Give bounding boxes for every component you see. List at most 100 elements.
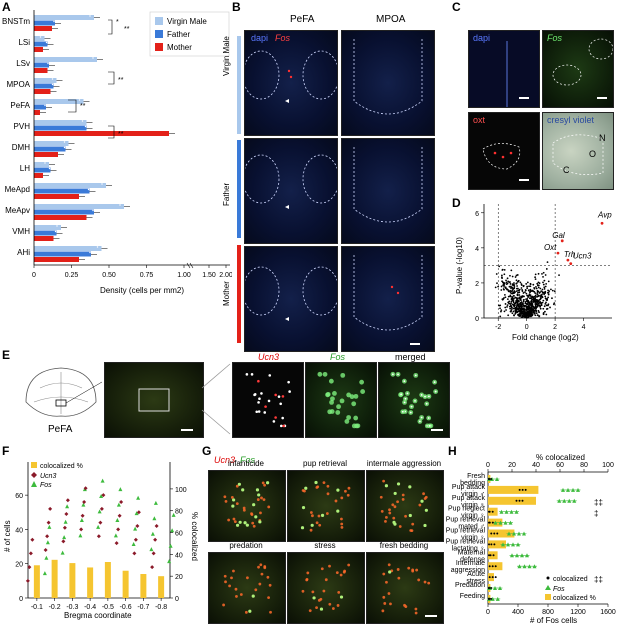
- panel-label-h: H: [448, 444, 457, 458]
- ucn3-point: [132, 551, 137, 556]
- fos-point: [97, 509, 102, 514]
- bar-PVH-mother: [34, 131, 169, 136]
- panel-h-bottom-tick: 800: [542, 609, 554, 616]
- bar-BNSTm-virgin-male: [34, 15, 94, 20]
- region-o-label: O: [589, 149, 597, 159]
- panel-f-xtick: -0.4: [84, 604, 96, 611]
- panel-f-chart: -0.1 -0.2 -0.3 -0.4 -0.5 -0.6 -0.7 -0.8 0 20 40 60 0…: [3, 462, 199, 620]
- panel-h-fos-point: [517, 531, 521, 536]
- bar-PeFA-father: [34, 104, 46, 110]
- panel-h-bottom-tick: 1600: [600, 609, 616, 616]
- bar-MeApd-mother: [34, 194, 79, 199]
- panel-label-e: E: [2, 348, 11, 362]
- panel-h-fos-point: [517, 564, 522, 569]
- stain-fos-label: Fos: [275, 33, 291, 43]
- fos-point: [63, 519, 68, 524]
- panel-h-fos-point: [515, 553, 519, 558]
- fos-point: [78, 533, 83, 538]
- panel-f-legend-coloc: colocalized %: [40, 463, 83, 470]
- panel-h-pct-bar: [488, 540, 506, 549]
- panel-label-c: C: [452, 0, 461, 14]
- ucn3-point: [99, 506, 104, 511]
- fos-point: [150, 531, 155, 536]
- bar-LH-father: [34, 167, 51, 173]
- ucn3-point: [64, 512, 69, 516]
- fos-point: [115, 518, 120, 522]
- fos-point: [60, 550, 65, 555]
- panel-h-sig-3: ‡‡: [594, 575, 603, 584]
- panel-h-fos-point: [571, 487, 575, 492]
- bar-MeApd-virgin-male: [34, 183, 106, 188]
- panel-g-condition-label: infanticide: [227, 459, 265, 468]
- fos-point: [113, 533, 118, 538]
- panel-h-coloc-point: [488, 587, 490, 589]
- bar-DMH-father: [34, 146, 66, 152]
- bar-LSv-father: [34, 62, 49, 68]
- ucn3-point: [133, 537, 138, 542]
- panel-h-fos-point: [511, 542, 515, 547]
- ucn3-point: [46, 520, 51, 525]
- panel-h-legend-pct: colocalized %: [553, 595, 596, 602]
- panel-a-tick: 0.75: [140, 272, 154, 279]
- panel-h-condition-sub: mated ♂: [458, 524, 485, 531]
- panel-h-fos-point: [506, 542, 510, 547]
- gene-point-ucn3: [569, 262, 573, 266]
- gene-label-gal: Gal: [552, 231, 565, 240]
- panel-h-condition: Pup retrieval: [446, 528, 486, 535]
- bar-PeFA-mother: [34, 110, 40, 115]
- panel-h-coloc-point: [491, 576, 494, 579]
- panel-h-fos-point: [504, 509, 509, 514]
- legend-mother: Mother: [167, 43, 192, 52]
- panel-h-fos-point: [499, 509, 504, 514]
- panel-h-condition-sub: virgin ♂: [461, 491, 485, 498]
- gene-point-gal: [560, 239, 564, 243]
- panel-h-coloc-point: [488, 597, 490, 600]
- panel-h-fos-point: [520, 553, 524, 558]
- panel-label-f: F: [2, 444, 10, 458]
- micrograph-c-fos: Fos: [542, 30, 614, 108]
- panel-h-coloc-point: [488, 565, 491, 568]
- panel-h-top-tick: 20: [508, 462, 516, 469]
- bar-VMH-father: [34, 230, 57, 236]
- fos-point: [116, 502, 121, 507]
- panel-f-xtick: -0.7: [137, 604, 149, 611]
- panel-h-bottom-tick: 400: [512, 609, 524, 616]
- bar-BNSTm-father: [34, 20, 55, 26]
- bar-MeApv-virgin-male: [34, 204, 124, 209]
- panel-h-condition-sub: bedding: [460, 480, 485, 487]
- panel-h-sig-1: ‡‡: [594, 498, 603, 507]
- region-label: MeApv: [5, 206, 30, 215]
- sig-bnstm-2: **: [124, 26, 130, 33]
- bar-MeApv-mother: [34, 215, 87, 220]
- panel-d-xtick: 0: [525, 324, 529, 331]
- panel-f-ytick-left: 40: [15, 527, 23, 534]
- bar-BNSTm-mother: [34, 26, 52, 31]
- ucn3-point: [114, 541, 119, 546]
- micrograph-g-infanticide: [208, 470, 286, 542]
- panel-g-ucn3-label: Ucn3: [214, 455, 236, 465]
- ucn3-point: [101, 493, 106, 498]
- coloc-bar: [104, 562, 111, 598]
- gene-label-ucn3: Ucn3: [573, 252, 592, 261]
- fos-point: [79, 518, 84, 522]
- fos-point: [167, 559, 172, 564]
- panel-a-tick: 0.25: [65, 272, 79, 279]
- panel-h-coloc-point: [490, 597, 493, 600]
- panel-h-condition: Acute: [467, 571, 485, 578]
- panel-a-tick: 1.00: [177, 272, 191, 279]
- coloc-bar: [69, 563, 76, 598]
- coloc-bar: [87, 567, 94, 598]
- region-label: VMH: [12, 227, 30, 236]
- panel-h-sig-2: ‡: [594, 509, 598, 518]
- sig-mpoa: **: [80, 103, 86, 110]
- panel-a-chart: BNSTm LSi LSv MPOA PeFA PVH DMH LH MeApd MeApv VMH…: [2, 10, 232, 295]
- fos-point: [65, 504, 70, 509]
- stain-dapi-label: dapi: [251, 33, 269, 43]
- coloc-bar: [33, 565, 40, 598]
- fos-point: [153, 500, 158, 505]
- panel-f-ytick-right: 40: [175, 552, 183, 559]
- fos-point: [118, 487, 123, 492]
- panel-c-oxt-label: oxt: [473, 115, 486, 125]
- panel-h-fos-point: [498, 520, 503, 525]
